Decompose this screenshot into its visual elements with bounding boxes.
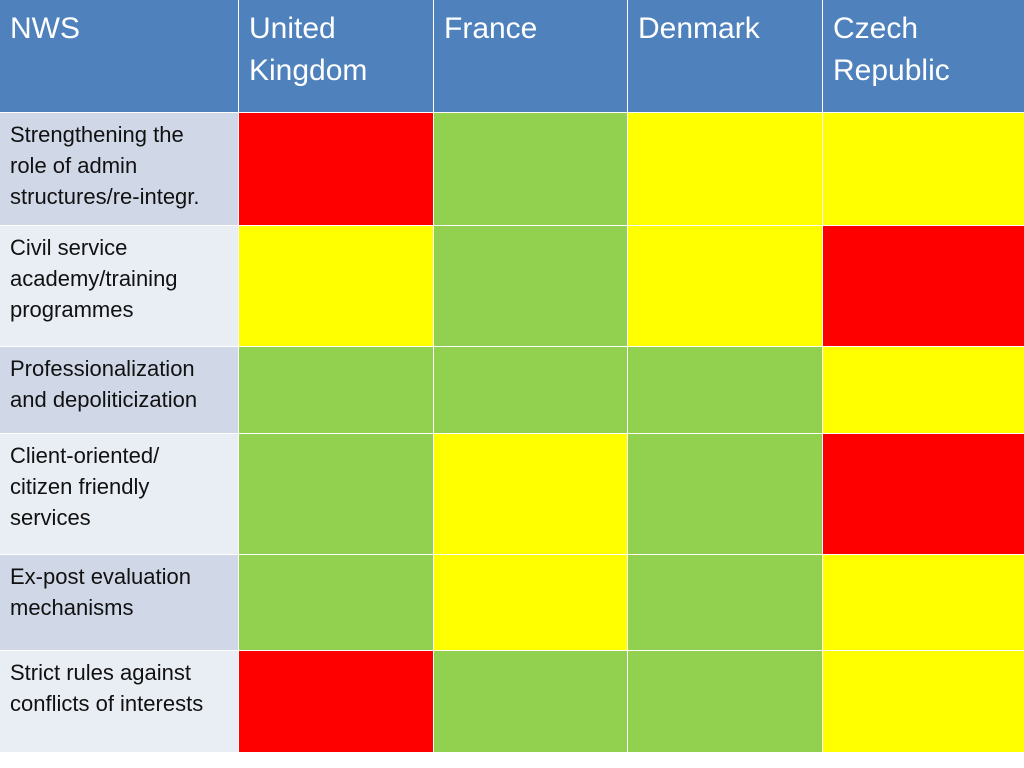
- status-cell: [628, 113, 822, 225]
- status-cell: [628, 347, 822, 433]
- status-cell: [434, 113, 627, 225]
- status-cell: [434, 651, 627, 752]
- status-cell: [628, 226, 822, 346]
- status-cell: [434, 347, 627, 433]
- text-line: citizen friendly: [10, 474, 150, 499]
- status-cell: [823, 226, 1024, 346]
- text-line: Strict rules against: [10, 660, 191, 685]
- status-cell: [434, 226, 627, 346]
- status-cell: [239, 555, 433, 650]
- text-line: programmes: [10, 297, 134, 322]
- column-header-czech-republic: Czech Republic: [823, 0, 1024, 112]
- status-cell: [434, 434, 627, 554]
- row-label: Civil service academy/training programmes: [0, 226, 238, 346]
- status-table: NWS United Kingdom France Denmark Czech Re…: [0, 0, 1024, 752]
- status-cell: [239, 434, 433, 554]
- status-cell: [239, 113, 433, 225]
- text-line: mechanisms: [10, 595, 134, 620]
- corner-header: NWS: [0, 0, 238, 112]
- status-cell: [628, 434, 822, 554]
- status-cell: [239, 651, 433, 752]
- column-header-united-kingdom: United Kingdom: [239, 0, 433, 112]
- status-cell: [823, 434, 1024, 554]
- status-cell: [434, 555, 627, 650]
- status-cell: [628, 555, 822, 650]
- text-line: Denmark: [638, 12, 760, 45]
- text-line: structures/re-integr.: [10, 184, 200, 209]
- text-line: services: [10, 505, 91, 530]
- status-cell: [823, 113, 1024, 225]
- text-line: academy/training: [10, 266, 178, 291]
- row-label: Ex-post evaluation mechanisms: [0, 555, 238, 650]
- status-cell: [239, 347, 433, 433]
- text-line: role of admin: [10, 153, 138, 178]
- text-line: Strengthening the: [10, 122, 184, 147]
- status-cell: [823, 555, 1024, 650]
- text-line: conflicts of interests: [10, 691, 204, 716]
- text-line: and depoliticization: [10, 387, 198, 412]
- status-cell: [823, 347, 1024, 433]
- row-label: Strengthening the role of admin structures…: [0, 113, 238, 225]
- status-cell: [628, 651, 822, 752]
- text-line: Ex-post evaluation: [10, 564, 191, 589]
- text-line: Civil service: [10, 235, 128, 260]
- text-line: Republic: [833, 54, 950, 87]
- text-line: United: [249, 12, 336, 45]
- text-line: Client-oriented/: [10, 443, 160, 468]
- status-cell: [823, 651, 1024, 752]
- text-line: Professionalization: [10, 356, 195, 381]
- column-header-denmark: Denmark: [628, 0, 822, 112]
- status-cell: [239, 226, 433, 346]
- row-label: Strict rules against conflicts of interes…: [0, 651, 238, 752]
- text-line: France: [444, 12, 538, 45]
- text-line: Czech: [833, 12, 919, 45]
- column-header-france: France: [434, 0, 627, 112]
- row-label: Professionalization and depoliticization: [0, 347, 238, 433]
- row-label: Client-oriented/citizen friendly services: [0, 434, 238, 554]
- text-line: Kingdom: [249, 54, 368, 87]
